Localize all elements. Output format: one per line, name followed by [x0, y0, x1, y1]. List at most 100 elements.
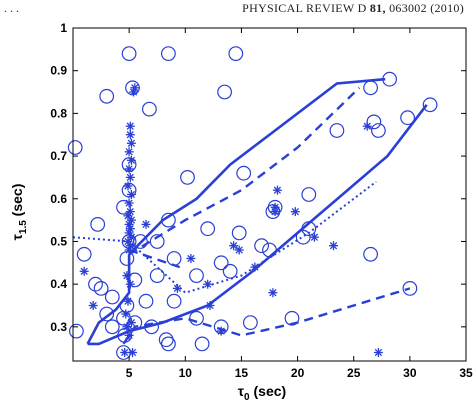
circle-point — [90, 216, 106, 232]
circle-point — [144, 319, 160, 335]
circle-point — [160, 46, 176, 61]
circle-point — [141, 101, 157, 117]
star-point — [126, 138, 136, 148]
circle-point — [99, 88, 115, 104]
circle-point — [132, 234, 148, 249]
star-point — [120, 348, 130, 357]
star-point — [229, 241, 239, 251]
star-point — [329, 241, 338, 251]
x-tick-label: 25 — [347, 366, 361, 380]
y-axis-label-unit: (sec) — [9, 184, 25, 221]
circle-point — [119, 251, 135, 266]
circle-point — [76, 246, 92, 262]
circle-point — [149, 234, 165, 249]
circle-point — [262, 242, 277, 258]
circle-point — [149, 268, 165, 284]
x-tick-label: 35 — [459, 366, 473, 380]
star-point — [126, 155, 136, 165]
circle-point — [301, 221, 317, 237]
star-point — [203, 279, 213, 289]
star-point — [122, 322, 132, 332]
star-point — [172, 283, 182, 293]
circle-point — [402, 281, 418, 296]
y-tick-label: 0.6 — [50, 192, 67, 206]
circle-point — [213, 255, 229, 271]
star-point — [125, 121, 135, 131]
circle-point — [222, 263, 238, 279]
y-tick-label: 0.9 — [50, 64, 67, 78]
star-point — [290, 207, 300, 217]
star-point — [205, 301, 215, 310]
star-point — [125, 224, 135, 234]
y-tick-label: 0.4 — [50, 277, 67, 291]
star-point — [309, 232, 319, 242]
journal-article-id: 063002 (2010) — [389, 1, 464, 15]
x-tick-label: 10 — [179, 366, 193, 380]
star-point — [123, 181, 133, 191]
star-point — [362, 121, 372, 131]
star-point — [129, 87, 139, 97]
x-axis-label-unit: (sec) — [250, 383, 287, 399]
circle-point — [127, 272, 143, 288]
star-point — [124, 330, 134, 340]
circle-point — [160, 336, 176, 352]
star-point — [272, 185, 282, 195]
x-axis-label-sub: 0 — [244, 392, 250, 403]
circle-point — [160, 212, 176, 228]
y-tick-label: 0.7 — [50, 149, 67, 163]
star-point — [124, 219, 134, 229]
star-point — [124, 198, 134, 208]
circle-point — [180, 169, 195, 185]
circle-point — [363, 246, 379, 262]
star-point — [125, 241, 135, 251]
star-point — [126, 190, 136, 199]
star-point — [88, 301, 98, 310]
x-tick-label: 15 — [235, 366, 249, 380]
circle-point — [166, 293, 182, 309]
x-tick-label: 30 — [403, 366, 417, 380]
circle-point — [194, 336, 210, 352]
star-point — [121, 309, 131, 319]
y-tick-label: 0.8 — [50, 106, 67, 120]
circle-point — [88, 276, 103, 292]
fit-lines-layer — [72, 77, 428, 346]
star-point — [124, 147, 134, 157]
x-axis-label: τ0 (sec) — [238, 383, 286, 403]
circle-point — [284, 310, 300, 326]
star-point — [124, 245, 134, 255]
journal-header: PHYSICAL REVIEW D 81, 063002 (2010) — [242, 1, 464, 16]
axes-layer: 5 10 15 20 25 30 35 0.3 0.4 0.5 0.6 0.7 0.8 0.9 1 — [50, 21, 473, 380]
star-point — [128, 348, 137, 357]
star-point — [125, 172, 135, 182]
y-tick-label: 0.3 — [50, 320, 67, 334]
star-point — [130, 83, 140, 93]
circle-point — [67, 140, 83, 155]
series-line-upper-solid — [128, 77, 386, 256]
circle-point — [254, 238, 270, 254]
y-axis-label-main: τ — [9, 233, 25, 240]
circle-point — [242, 315, 258, 331]
circle-point — [68, 323, 84, 339]
series-line-left-solid — [86, 254, 131, 345]
circle-point — [200, 221, 216, 237]
series-line-dotted — [72, 180, 377, 294]
circle-point — [382, 71, 398, 87]
star-point — [141, 219, 151, 229]
star-point — [186, 254, 196, 263]
x-tick-label: 5 — [126, 366, 133, 380]
circle-point — [93, 281, 109, 296]
circle-point — [189, 268, 204, 284]
y-axis-label: τ1.5 (sec) — [9, 184, 29, 241]
circle-point — [228, 46, 244, 61]
star-point — [216, 326, 226, 336]
series-line-branch-dashed — [128, 248, 181, 269]
series-line-upper-dashed — [128, 86, 361, 256]
star-point — [125, 279, 135, 289]
series-line-lower-dashed — [122, 287, 411, 345]
star-point — [125, 130, 135, 140]
journal-volume: 81, — [369, 1, 386, 15]
plot-frame — [72, 27, 467, 362]
page-header: . . . PHYSICAL REVIEW D 81, 063002 (2010… — [0, 0, 474, 20]
circle-point — [166, 251, 182, 266]
